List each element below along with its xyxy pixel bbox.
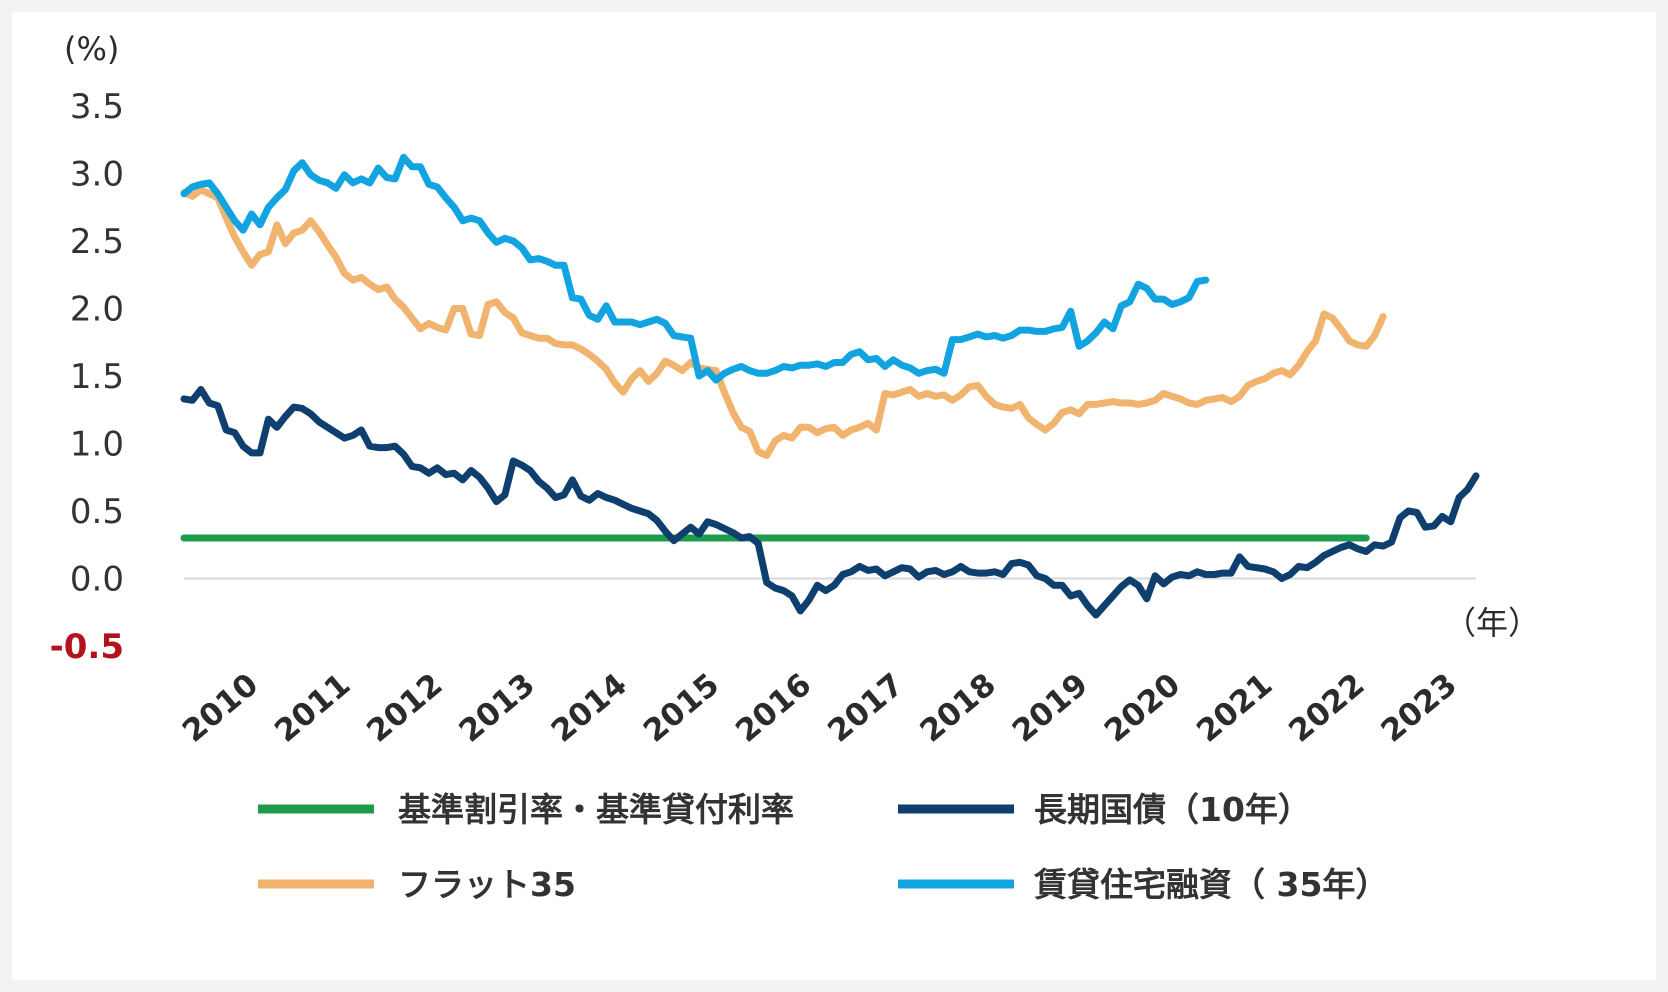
x-tick-label: 2022 (1282, 667, 1371, 750)
y-tick-label: 0.0 (70, 560, 124, 600)
legend-label-flat35: フラット35 (398, 865, 576, 904)
y-axis-unit: (%) (64, 30, 119, 68)
x-tick-label: 2019 (1006, 667, 1095, 750)
series-flat35-line (180, 186, 1387, 460)
legend-label-policy-rate: 基準割引率・基準貸付利率 (398, 790, 794, 829)
series-jgb-10y-line (180, 386, 1480, 619)
x-tick-label: 2021 (1190, 667, 1279, 750)
legend: 基準割引率・基準貸付利率 長期国債（10年） フラット35 賃貸住宅融資（ 35… (258, 790, 1388, 904)
x-tick-label: 2013 (453, 667, 542, 750)
y-tick-label: 1.0 (70, 425, 124, 465)
x-tick-label: 2017 (821, 667, 910, 750)
y-tick-label: 3.0 (70, 155, 124, 195)
x-tick-label: 2016 (729, 667, 818, 750)
y-tick-label: 3.5 (70, 87, 124, 127)
x-tick-label: 2015 (637, 667, 726, 750)
x-tick-label: 2014 (545, 667, 634, 750)
line-chart: 3.53.02.52.01.51.00.50.0-0.5 2010 2011 201… (50, 30, 1540, 904)
x-tick-label: 2011 (268, 667, 357, 750)
y-tick-label: 1.5 (70, 357, 124, 397)
x-tick-label: 2012 (360, 667, 449, 750)
legend-label-jgb-10y: 長期国債（10年） (1034, 790, 1311, 829)
series-layer (180, 153, 1480, 619)
x-tick-label: 2018 (914, 667, 1003, 750)
y-tick-label: -0.5 (50, 627, 124, 667)
series-rental-loan-line (180, 153, 1210, 384)
y-tick-label: 2.5 (70, 222, 124, 262)
x-axis-labels: 2010 2011 2012 2013 2014 2015 2016 2017 2018 2019… (176, 667, 1464, 750)
y-axis-labels: 3.5 3.0 2.5 2.0 1.5 1.0 0.5 0.0 -0.5 (50, 87, 124, 667)
chart-card: 3.5 3.0 2.5 2.0 1.5 1.0 0.5 0.0 -0.5 2010 2011 201… (12, 12, 1656, 980)
x-tick-label: 2010 (176, 667, 265, 750)
x-tick-label: 2023 (1375, 667, 1464, 750)
x-axis-unit: （年） (1444, 604, 1540, 642)
y-tick-label: 2.0 (70, 290, 124, 330)
x-tick-label: 2020 (1098, 667, 1187, 750)
legend-label-rental-loan: 賃貸住宅融資（ 35年） (1033, 865, 1388, 904)
y-tick-label: 0.5 (70, 492, 124, 532)
